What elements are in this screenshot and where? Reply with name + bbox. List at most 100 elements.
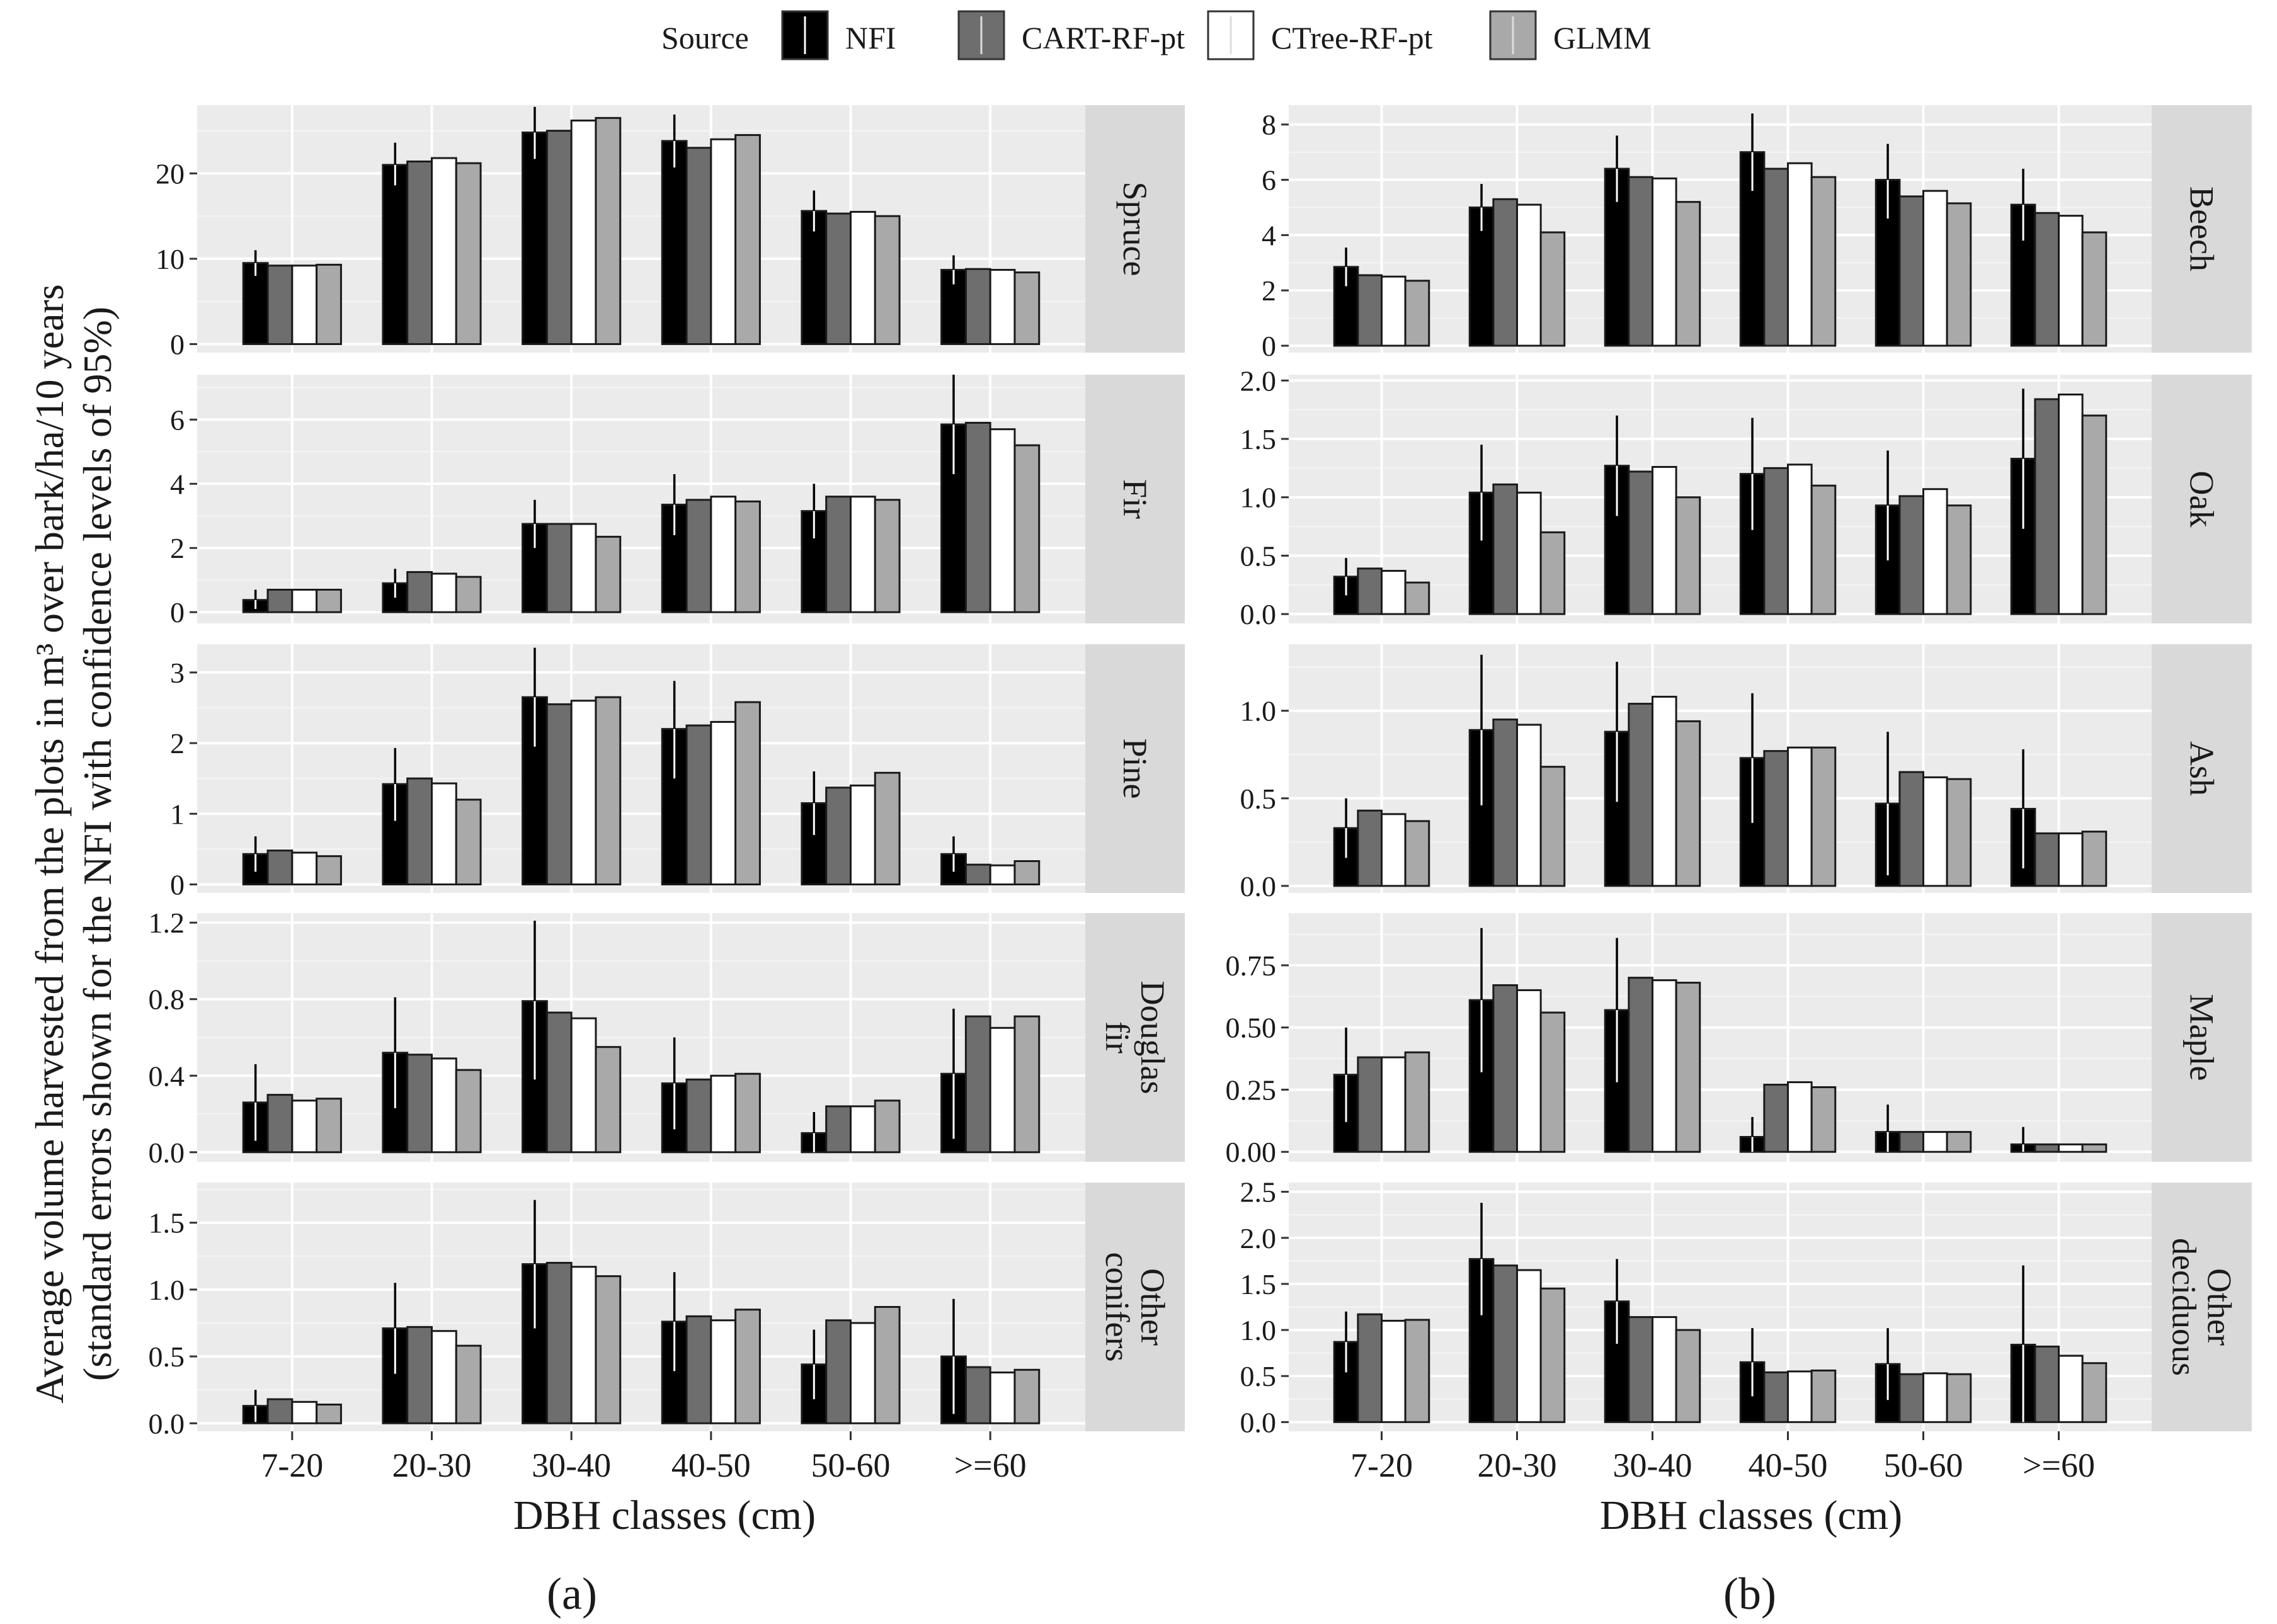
bar-glmm-50-60 [1946,1373,1972,1423]
bar-cart-rf-pt-40-50 [685,147,712,345]
bar-glmm-50-60 [874,1099,901,1154]
y-tick-label: 0 [170,596,185,628]
bar-cart-rf-pt-50-60 [825,1319,852,1424]
y-tick-label: 2 [170,727,185,759]
x-tick-label-30-40: 30-40 [1613,1446,1692,1484]
bar-glmm-60 [2081,231,2108,347]
bar-ctree-rf-pt-40-50 [1787,463,1813,615]
bar-cart-rf-pt-7-20 [266,1398,294,1424]
bar-ctree-rf-pt-20-30 [431,1330,457,1424]
panel-letter-a: (a) [547,1569,597,1619]
bar-cart-rf-pt-60 [2034,1345,2060,1423]
bar-cart-rf-pt-7-20 [1357,1056,1383,1153]
y-tick-label: 2.0 [1240,1222,1277,1254]
y-tick-label: 0.50 [1226,1012,1277,1044]
bar-ctree-rf-pt-60 [989,428,1016,613]
bar-glmm-30-40 [1675,496,1701,615]
bar-glmm-60 [2081,1362,2108,1423]
bar-glmm-60 [2081,414,2108,615]
bar-glmm-20-30 [455,576,482,613]
bar-glmm-30-40 [1675,720,1701,887]
bar-cart-rf-pt-7-20 [1357,809,1383,887]
y-tick-label: 1.0 [1240,1314,1277,1346]
bar-ctree-rf-pt-60 [2058,832,2084,887]
bar-cart-rf-pt-7-20 [1357,567,1383,615]
bar-glmm-7-20 [316,855,342,886]
panel-maple: 0.00 0.25 0.50 0.75 Maple [1226,913,2252,1168]
bar-cart-rf-pt-20-30 [1492,984,1518,1153]
bar-ctree-rf-pt-60 [2058,1143,2084,1153]
bar-cart-rf-pt-20-30 [1492,483,1518,615]
strip-background [1085,375,1185,623]
legend-label-nfi: NFI [845,20,896,55]
y-tick-label: 6 [1262,164,1276,196]
bar-ctree-rf-pt-30-40 [570,1266,597,1424]
bar-cart-rf-pt-50-60 [825,496,852,613]
bar-ctree-rf-pt-40-50 [710,1319,737,1424]
bar-glmm-20-30 [455,798,482,886]
y-tick-label: 1.0 [1240,695,1277,727]
bar-ctree-rf-pt-30-40 [570,1017,597,1154]
bar-glmm-40-50 [1810,484,1837,615]
bar-ctree-rf-pt-50-60 [1922,1131,1948,1153]
bar-ctree-rf-pt-30-40 [570,119,597,345]
bar-cart-rf-pt-20-30 [406,1326,433,1424]
y-tick-label: 0.8 [149,984,185,1016]
bar-glmm-60 [2081,1143,2108,1153]
strip-background [2152,105,2252,353]
bar-ctree-rf-pt-30-40 [1652,695,1677,887]
legend-title: Source [661,20,749,55]
x-tick-label-60: >=60 [954,1446,1027,1484]
bar-ctree-rf-pt-40-50 [1787,746,1813,887]
y-tick-label: 4 [170,468,185,500]
x-tick-label-50-60: 50-60 [1884,1446,1963,1484]
bar-glmm-60 [1013,1015,1041,1154]
bar-cart-rf-pt-60 [2034,398,2060,615]
bar-cart-rf-pt-50-60 [1898,195,1924,347]
bar-glmm-50-60 [874,1306,901,1424]
y-tick-label: 4 [1262,219,1276,251]
bar-ctree-rf-pt-50-60 [1922,776,1948,887]
bar-ctree-rf-pt-20-30 [431,782,457,886]
panel-ash: 0.0 0.5 1.0 Ash [1240,644,2252,902]
bar-glmm-30-40 [595,535,622,613]
bar-glmm-20-30 [1539,1287,1566,1423]
y-tick-label: 0 [170,869,185,901]
bar-cart-rf-pt-50-60 [825,1105,852,1154]
bar-ctree-rf-pt-30-40 [1652,177,1677,347]
y-tick-label: 0.0 [149,1137,185,1169]
strip-background [2152,644,2252,893]
bar-glmm-20-30 [1539,231,1566,347]
x-axis-title-right: DBH classes (cm) [1600,1492,1902,1538]
bar-ctree-rf-pt-40-50 [710,1074,737,1154]
panel-fir: 0 2 4 6 Fir [170,375,1185,628]
strip-label-other: Other [2201,1268,2239,1346]
x-tick-label-60: >=60 [2023,1446,2095,1484]
y-tick-label: 1 [170,798,185,830]
strip-label-deciduous: deciduous [2166,1238,2203,1376]
strip-label-oak: Oak [2183,471,2221,528]
bar-glmm-50-60 [1946,202,1972,347]
bar-ctree-rf-pt-50-60 [850,784,876,886]
bar-cart-rf-pt-40-50 [685,724,712,886]
bar-cart-rf-pt-7-20 [266,588,294,613]
bar-ctree-rf-pt-40-50 [710,138,737,345]
strip-label-group: Oak [2183,471,2221,528]
panel-beech: 0 2 4 6 8 Beech [1262,105,2252,362]
strip-label-douglas: Douglas [1134,981,1172,1094]
bar-glmm-50-60 [874,771,901,886]
bar-cart-rf-pt-7-20 [266,264,294,345]
bar-glmm-60 [1013,271,1041,345]
y-axis-title-line-2: (standard errors shown for the NFI with … [75,307,120,1381]
y-tick-label: 0.4 [149,1060,185,1092]
bar-ctree-rf-pt-50-60 [850,1322,876,1424]
y-tick-label: 20 [156,157,185,190]
y-tick-label: 2 [170,532,185,564]
bar-ctree-rf-pt-60 [2058,394,2084,615]
bar-cart-rf-pt-40-50 [685,1078,712,1154]
bar-glmm-50-60 [874,215,901,345]
bar-cart-rf-pt-20-30 [406,1053,433,1154]
